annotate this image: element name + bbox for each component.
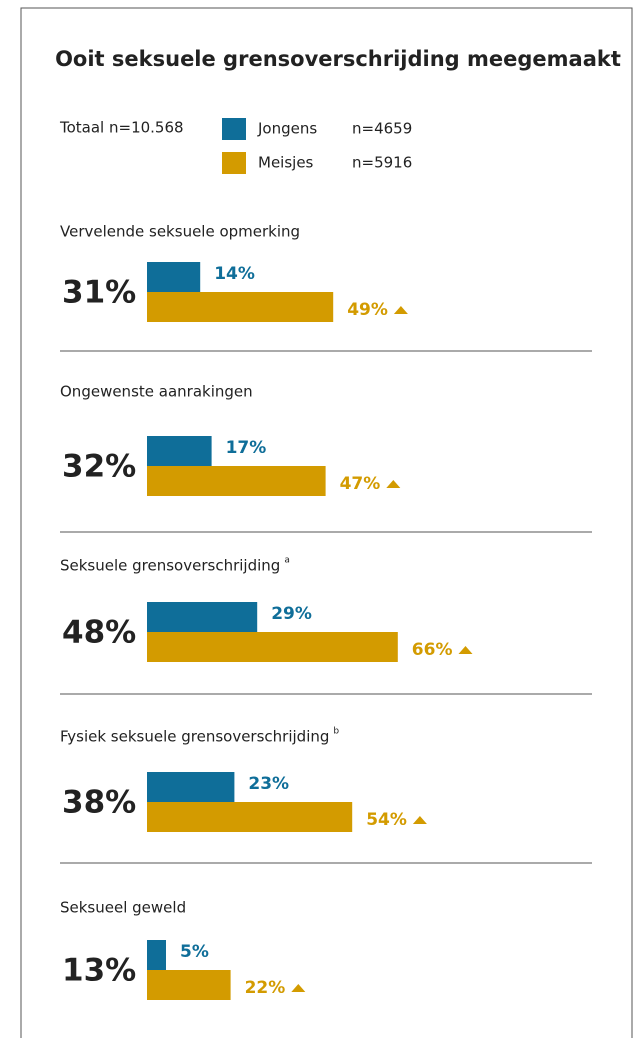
category-label: Ongewenste aanrakingen <box>60 383 253 401</box>
bar <box>147 970 231 1000</box>
value-label: 22% <box>245 978 286 998</box>
category-label: Seksueel geweld <box>60 899 186 917</box>
bar <box>147 436 212 466</box>
value-label: 49% <box>347 300 388 320</box>
legend-swatch <box>222 118 246 140</box>
category-note: b <box>333 727 339 737</box>
total-value: 32% <box>62 449 136 485</box>
value-label: 47% <box>340 474 381 494</box>
legend-label: Jongens <box>257 120 317 138</box>
bar <box>147 262 201 292</box>
value-label: 14% <box>214 264 255 284</box>
value-label: 29% <box>271 604 312 624</box>
total-value: 31% <box>62 275 136 311</box>
category-label: Seksuele grensoverschrijding <box>60 557 280 575</box>
value-label: 17% <box>226 438 267 458</box>
total-label: Totaal n=10.568 <box>59 119 184 137</box>
bar <box>147 632 398 662</box>
total-value: 38% <box>62 785 136 821</box>
category-note: a <box>284 556 290 566</box>
significance-marker <box>291 984 306 992</box>
legend-swatch <box>222 152 246 174</box>
value-label: 23% <box>248 774 289 794</box>
significance-marker <box>393 306 408 314</box>
significance-marker <box>386 480 401 488</box>
significance-marker <box>458 646 473 654</box>
value-label: 54% <box>366 810 407 830</box>
legend-label: Meisjes <box>258 154 314 172</box>
category-label: Fysiek seksuele grensoverschrijding <box>60 728 329 746</box>
total-value: 13% <box>62 953 136 989</box>
frame <box>20 7 633 1038</box>
value-label: 5% <box>180 942 209 962</box>
bar <box>147 466 326 496</box>
bar <box>147 940 166 970</box>
bar <box>147 802 353 832</box>
legend-n: n=5916 <box>352 154 412 172</box>
bar <box>147 602 258 632</box>
bar <box>147 772 235 802</box>
bar <box>147 292 334 322</box>
chart-title: Ooit seksuele grensoverschrijding meegem… <box>55 47 621 71</box>
total-value: 48% <box>62 615 136 651</box>
value-label: 66% <box>412 640 453 660</box>
legend-n: n=4659 <box>352 120 412 138</box>
significance-marker <box>412 816 427 824</box>
category-label: Vervelende seksuele opmerking <box>60 223 300 241</box>
